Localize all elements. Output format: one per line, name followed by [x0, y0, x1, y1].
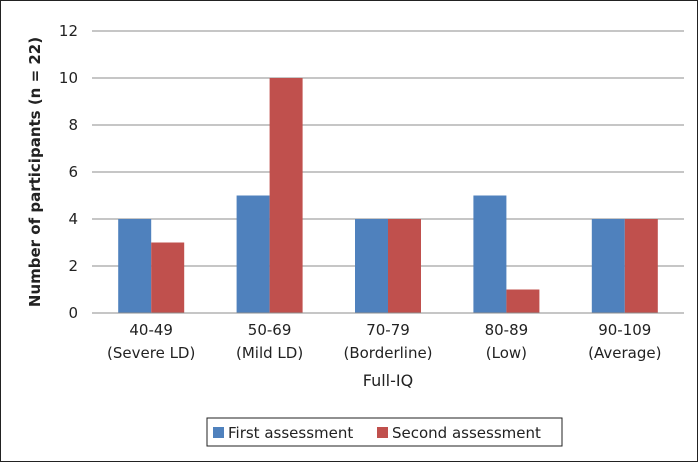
bar-first-assessment — [473, 195, 507, 313]
legend-swatch — [213, 427, 224, 438]
gridlines — [92, 30, 684, 267]
legend-label: Second assessment — [392, 424, 541, 442]
x-axis-title: Full-IQ — [363, 371, 413, 390]
legend-label: First assessment — [228, 424, 353, 442]
x-tick-label: 70-79 — [366, 321, 410, 339]
x-tick-sublabel: (Severe LD) — [107, 344, 195, 362]
bar-second-assessment — [269, 78, 303, 313]
x-tick-sublabel: (Borderline) — [343, 344, 432, 362]
bar-first-assessment — [118, 219, 152, 313]
x-tick-labels: 40-49 (Severe LD) 50-69 (Mild LD) 70-79 (Bord… — [107, 321, 661, 362]
y-tick-label: 4 — [68, 210, 78, 228]
x-tick-sublabel: (Low) — [486, 344, 527, 362]
y-tick-label: 10 — [59, 69, 78, 87]
bar-second-assessment — [151, 242, 185, 313]
legend-swatch — [377, 427, 388, 438]
y-tick-label: 2 — [68, 257, 78, 275]
x-tick-sublabel: (Average) — [588, 344, 661, 362]
bar-first-assessment — [236, 195, 270, 313]
bar-first-assessment — [355, 219, 388, 313]
y-tick-label: 12 — [59, 22, 78, 40]
bar-second-assessment — [388, 219, 421, 313]
y-tick-label: 0 — [68, 304, 78, 322]
x-tick-label: 90-109 — [598, 321, 651, 339]
y-axis-title: Number of participants (n = 22) — [26, 37, 44, 307]
y-tick-labels: 0 2 4 6 8 10 12 — [59, 22, 78, 322]
x-tick-label: 40-49 — [129, 321, 173, 339]
x-tick-sublabel: (Mild LD) — [236, 344, 303, 362]
y-tick-label: 8 — [68, 116, 78, 134]
bar-second-assessment — [506, 289, 540, 313]
legend: First assessment Second assessment — [206, 417, 563, 447]
x-tick-label: 50-69 — [248, 321, 292, 339]
bar-first-assessment — [591, 219, 625, 313]
bars — [118, 78, 658, 313]
y-tick-label: 6 — [68, 163, 78, 181]
bar-second-assessment — [624, 219, 658, 313]
x-tick-label: 80-89 — [485, 321, 529, 339]
